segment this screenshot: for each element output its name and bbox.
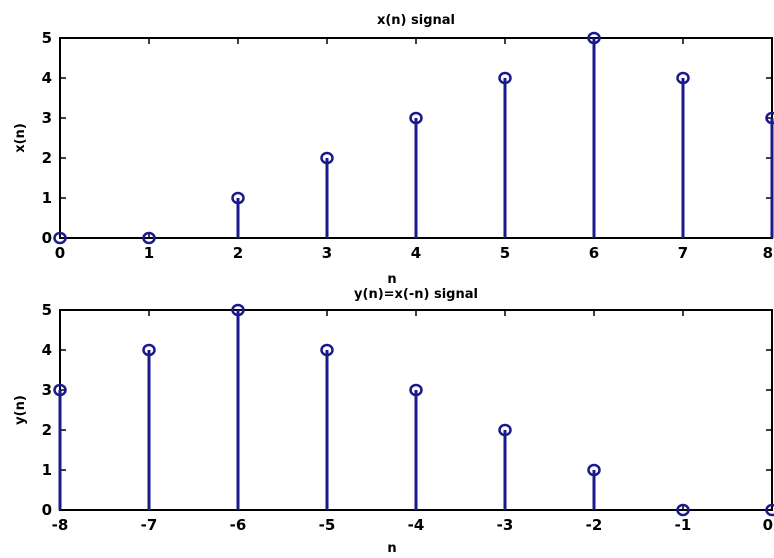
stem-marker — [142, 231, 156, 245]
x-tick-label: 4 — [411, 244, 421, 262]
x-tick-label: 3 — [322, 244, 332, 262]
y-tick-label: 0 — [42, 229, 52, 247]
stem-marker — [587, 463, 601, 477]
stem-marker — [53, 231, 67, 245]
y-tick-label: 5 — [42, 29, 52, 47]
stem-marker — [765, 111, 774, 125]
x-tick-label: 5 — [500, 244, 510, 262]
stem-marker — [231, 303, 245, 317]
stem-marker — [142, 343, 156, 357]
y-tick-label: 1 — [42, 189, 52, 207]
y-axis-label: y(n) — [13, 395, 28, 425]
subplot-2: y(n)=x(-n) signal 0 1 2 3 4 5 -8 -7 -6 -5 -4 -3 -2 -1 0… — [13, 287, 774, 556]
y-tick-label: 4 — [42, 341, 52, 359]
stem-marker — [320, 151, 334, 165]
y-axis-label: x(n) — [13, 123, 28, 153]
stem-marker — [676, 503, 690, 517]
x-tick-label: 0 — [763, 516, 773, 534]
x-tick-label: 6 — [589, 244, 599, 262]
x-tick-label: 1 — [144, 244, 154, 262]
x-tick-label: -4 — [408, 516, 425, 534]
stem-marker — [676, 71, 690, 85]
subplot-1: x(n) signal 0 1 2 3 4 5 0 1 2 3 4 5 6 7 8 n x(n) — [13, 13, 774, 287]
stem-marker — [409, 111, 423, 125]
stem-marker — [320, 343, 334, 357]
y-tick-label: 3 — [42, 381, 52, 399]
stem-marker — [498, 423, 512, 437]
x-tick-label: -5 — [319, 516, 336, 534]
y-tick-label: 3 — [42, 109, 52, 127]
x-tick-label: -2 — [586, 516, 603, 534]
x-tick-label: -8 — [52, 516, 69, 534]
x-tick-label: 2 — [233, 244, 243, 262]
y-tick-label: 1 — [42, 461, 52, 479]
chart-title: y(n)=x(-n) signal — [354, 287, 478, 302]
x-axis-label: n — [387, 541, 396, 556]
stem-marker — [587, 31, 601, 45]
y-tick-label: 4 — [42, 69, 52, 87]
stem-marker — [53, 383, 67, 397]
stem-marker — [231, 191, 245, 205]
stem-marker — [498, 71, 512, 85]
chart-title: x(n) signal — [377, 13, 455, 28]
y-tick-label: 5 — [42, 301, 52, 319]
x-tick-label: -7 — [141, 516, 158, 534]
x-tick-label: 0 — [55, 244, 65, 262]
y-tick-label: 2 — [42, 149, 52, 167]
x-tick-label: -6 — [230, 516, 247, 534]
y-tick-label: 0 — [42, 501, 52, 519]
stem-marker — [765, 503, 774, 517]
x-tick-label: -1 — [675, 516, 692, 534]
x-axis-label: n — [387, 272, 396, 287]
stem-marker — [409, 383, 423, 397]
y-tick-label: 2 — [42, 421, 52, 439]
x-tick-label: 8 — [763, 244, 773, 262]
x-tick-label: 7 — [678, 244, 688, 262]
x-tick-label: -3 — [497, 516, 514, 534]
